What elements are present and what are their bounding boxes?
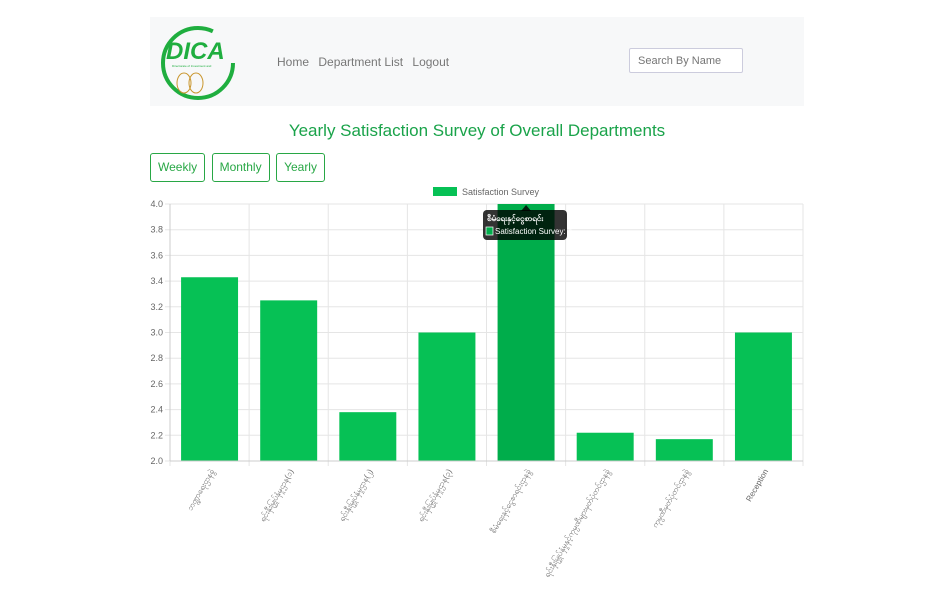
yearly-button[interactable]: Yearly: [276, 153, 325, 182]
dica-logo[interactable]: DICA Directorate of Investment and: [158, 23, 238, 101]
bar[interactable]: [655, 439, 713, 461]
y-tick-label: 2.0: [150, 456, 163, 466]
nav-logout-link[interactable]: Logout: [412, 55, 450, 69]
y-tick-label: 3.8: [150, 225, 163, 235]
x-tick-label: ကုမ္ပဏီမှတ်ပုံတင်ဌာနခွဲ: [649, 467, 692, 530]
bar[interactable]: [497, 204, 555, 461]
bar[interactable]: [181, 277, 239, 461]
y-tick-label: 3.2: [150, 302, 163, 312]
x-tick-label: ရင်းနှီးမြှုပ်နှံမှုနှင့်ကုမ္ပဏီများမှတ်…: [542, 467, 614, 580]
svg-text:Directorate of Investment and: Directorate of Investment and: [172, 64, 212, 68]
x-tick-label: စီမံရေးနှင့်ငွေစာရင်းဌာနခွဲ: [488, 467, 535, 536]
bar[interactable]: [418, 332, 476, 462]
x-tick-label: Reception: [744, 468, 770, 504]
legend-label: Satisfaction Survey: [462, 187, 540, 197]
tooltip-swatch: [485, 226, 494, 236]
monthly-button[interactable]: Monthly: [211, 153, 270, 182]
tooltip-body: Satisfaction Survey: 4: [495, 227, 573, 236]
tooltip: [483, 210, 567, 240]
y-tick-label: 2.4: [150, 405, 163, 415]
y-tick-label: 3.4: [150, 276, 163, 286]
y-tick-label: 4.0: [150, 199, 163, 209]
legend-swatch: [433, 187, 457, 196]
search-input[interactable]: [629, 48, 743, 73]
tooltip-caret: [521, 205, 532, 211]
x-tick-label: ရင်းနှီးမြှုပ်နှံမှုဌာန(၃): [415, 467, 455, 525]
x-tick-label: ရင်းနှီးမြှုပ်နှံမှုဌာန(၂): [337, 467, 377, 524]
y-tick-label: 2.6: [150, 379, 163, 389]
y-tick-label: 3.6: [150, 250, 163, 260]
y-tick-label: 2.8: [150, 353, 163, 363]
x-tick-label: ရင်းနှီးမြှုပ်နှံမှုဌာန(၁): [257, 467, 297, 525]
page-title: Yearly Satisfaction Survey of Overall De…: [288, 121, 666, 140]
svg-text:DICA: DICA: [166, 38, 225, 65]
bar[interactable]: [734, 332, 792, 462]
y-tick-label: 2.2: [150, 430, 163, 440]
navbar: DICA Directorate of Investment and Home …: [150, 17, 804, 106]
weekly-button[interactable]: Weekly: [150, 153, 206, 182]
bar[interactable]: [260, 300, 318, 461]
nav-home-link[interactable]: Home: [277, 55, 310, 69]
x-tick-label: ဘဏ္ဍာရေးဌာနခွဲ: [185, 467, 218, 513]
tooltip-title: စီမံရေးနှင့်ငွေစာရင်း: [487, 213, 544, 226]
nav-department-list-link[interactable]: Department List: [318, 55, 404, 69]
bar[interactable]: [576, 432, 634, 461]
bar[interactable]: [339, 412, 397, 461]
y-tick-label: 3.0: [150, 328, 163, 338]
